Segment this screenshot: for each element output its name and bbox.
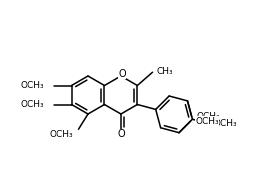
Text: O: O — [117, 129, 125, 139]
Text: OCH₃: OCH₃ — [195, 117, 219, 126]
Text: OCH₃: OCH₃ — [21, 81, 45, 90]
Text: OCH₃: OCH₃ — [21, 100, 45, 109]
Text: OCH₃: OCH₃ — [213, 119, 237, 128]
Text: O: O — [118, 69, 126, 79]
Text: OCH₃: OCH₃ — [197, 112, 220, 121]
Text: OCH₃: OCH₃ — [50, 130, 73, 139]
Text: CH₃: CH₃ — [157, 67, 173, 76]
